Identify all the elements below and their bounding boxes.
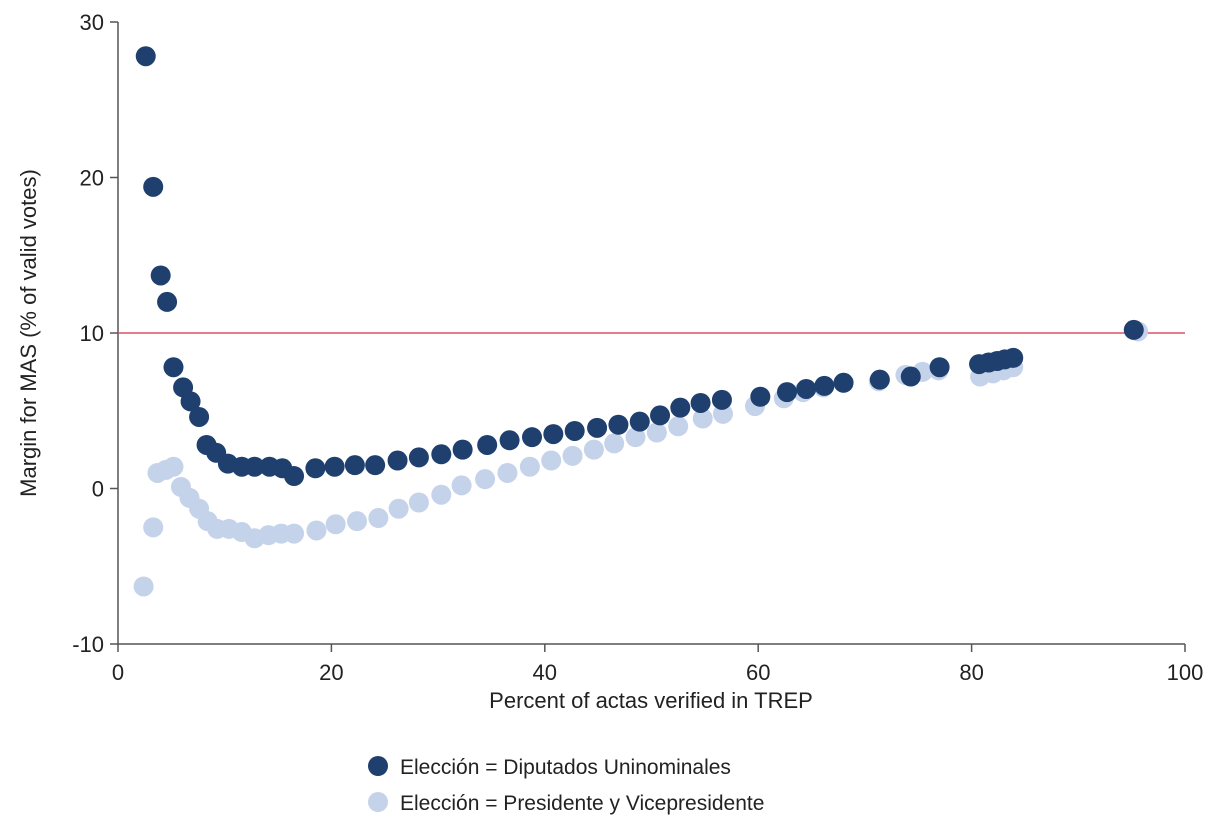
data-point [189,406,210,427]
y-tick-label: 30 [80,10,104,35]
data-point [814,375,835,396]
data-point [135,46,156,67]
legend-marker-presidente [368,792,388,812]
data-point [583,439,604,460]
data-point [451,475,472,496]
data-point [306,520,327,541]
data-point [143,517,164,538]
data-point [163,456,184,477]
data-point [344,455,365,476]
data-point [625,427,646,448]
data-point [325,514,346,535]
y-tick-label: 20 [80,166,104,191]
data-point [408,447,429,468]
data-point [324,456,345,477]
data-point [387,450,408,471]
x-tick-label: 100 [1167,660,1204,685]
data-point [604,433,625,454]
y-tick-label: -10 [72,632,104,657]
data-point [499,430,520,451]
x-tick-label: 40 [533,660,557,685]
x-axis-title: Percent of actas verified in TREP [489,688,813,713]
y-tick-label: 0 [92,477,104,502]
data-point [869,369,890,390]
legend-label-presidente: Elección = Presidente y Vicepresidente [400,792,764,815]
legend-item-diputados: Elección = Diputados Uninominales [368,756,731,779]
data-point [900,366,921,387]
data-point [347,511,368,532]
data-point [711,389,732,410]
data-point [163,357,184,378]
data-point [929,357,950,378]
data-point [833,372,854,393]
y-axis-title: Margin for MAS (% of valid votes) [16,169,41,497]
data-point [157,291,178,312]
data-point [431,484,452,505]
plot-area: 0 20 40 60 80 100 -10 0 10 20 30 [72,10,1203,685]
data-point [244,456,265,477]
data-point [1123,319,1144,340]
data-point [143,176,164,197]
data-point [305,458,326,479]
data-point [368,508,389,529]
data-point [477,434,498,455]
data-point [564,420,585,441]
data-point [562,445,583,466]
x-tick-label: 60 [746,660,770,685]
data-point [519,456,540,477]
data-point [646,422,667,443]
data-point [629,411,650,432]
x-axis-ticks: 0 20 40 60 80 100 [112,644,1203,685]
data-point [750,386,771,407]
series-0 [135,46,1144,487]
data-point [521,427,542,448]
data-point [497,462,518,483]
data-point [408,492,429,513]
legend-marker-diputados [368,756,388,776]
legend-label-diputados: Elección = Diputados Uninominales [400,756,731,779]
data-point [650,405,671,426]
x-tick-label: 80 [959,660,983,685]
data-point [796,378,817,399]
data-point [608,414,629,435]
data-point [388,498,409,519]
data-point [543,424,564,445]
data-point [475,469,496,490]
data-point [365,455,386,476]
data-point [587,417,608,438]
x-tick-label: 0 [112,660,124,685]
legend: Elección = Diputados Uninominales Elecci… [368,756,764,815]
data-point [284,466,305,487]
data-point [284,523,305,544]
data-point [777,382,798,403]
data-point [180,391,201,412]
x-tick-label: 20 [319,660,343,685]
data-point [670,397,691,418]
data-point [150,265,171,286]
data-point [133,576,154,597]
data-point [692,408,713,429]
data-point [690,392,711,413]
y-tick-label: 10 [80,321,104,346]
y-axis-ticks: -10 0 10 20 30 [72,10,118,657]
legend-item-presidente: Elección = Presidente y Vicepresidente [368,792,764,815]
data-point [541,450,562,471]
data-point [452,439,473,460]
data-point [668,416,689,437]
data-points [133,46,1149,597]
data-point [431,444,452,465]
data-point [1003,347,1024,368]
